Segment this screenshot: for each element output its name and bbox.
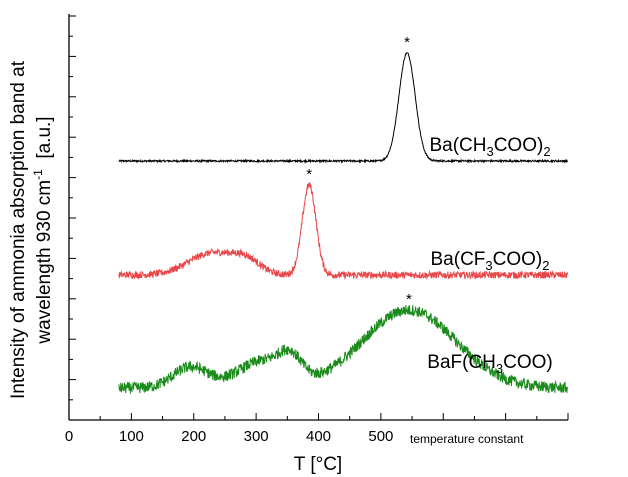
y-axis-title-line2-suffix: [a.u.] (34, 116, 55, 169)
peak-marker: * (404, 34, 410, 51)
series-line (118, 52, 568, 164)
series-label-part: COO) (494, 135, 544, 156)
series-label-subscript: 2 (542, 258, 549, 273)
series-label: Ba(CF3COO)2 (431, 249, 550, 273)
series-label-subscript: 3 (486, 144, 493, 159)
x-tick-label: 500 (368, 428, 393, 445)
series-label: BaF(CH3COO) (427, 352, 552, 376)
y-axis-title-line2: wavelength 930 cm-1 [a.u.] (31, 116, 55, 344)
y-ticks (69, 15, 76, 421)
series-label-part: Ba(CH (429, 135, 486, 156)
y-axis-title-line2-sup: -1 (31, 169, 45, 180)
series-label-part: Ba(CF (431, 249, 486, 270)
series-label-subscript: 2 (543, 144, 550, 159)
axes (68, 14, 569, 421)
x-tick-label: 200 (181, 428, 206, 445)
x-tick-label: 0 (65, 428, 73, 445)
series-label-part: COO) (493, 249, 543, 270)
y-axis-title: Intensity of ammonia absorption band at … (8, 60, 55, 399)
temperature-constant-note: temperature constant (410, 432, 524, 446)
peak-marker: * (406, 291, 412, 308)
x-tick-label: 300 (244, 428, 269, 445)
peak-marker: * (306, 166, 312, 183)
x-axis-title: T [°C] (294, 454, 342, 475)
series-label: Ba(CH3COO)2 (429, 135, 550, 159)
series-lines (118, 52, 569, 394)
x-tick-label: 100 (119, 428, 144, 445)
series-line (118, 182, 569, 281)
y-axis-title-line1: Intensity of ammonia absorption band at (8, 60, 29, 399)
series-label-subscript: 3 (496, 361, 503, 376)
y-axis-title-line2-prefix: wavelength 930 cm (34, 180, 55, 345)
series-label-part: COO) (503, 352, 553, 373)
x-tick-label: 400 (306, 428, 331, 445)
x-tick-labels: 0 100 200 300 400 500 (65, 428, 394, 445)
series-label-subscript: 3 (485, 258, 492, 273)
peak-markers: * * * (306, 34, 412, 308)
series-label-part: BaF(CH (427, 352, 496, 373)
series-line (118, 304, 568, 394)
x-ticks (68, 413, 569, 420)
